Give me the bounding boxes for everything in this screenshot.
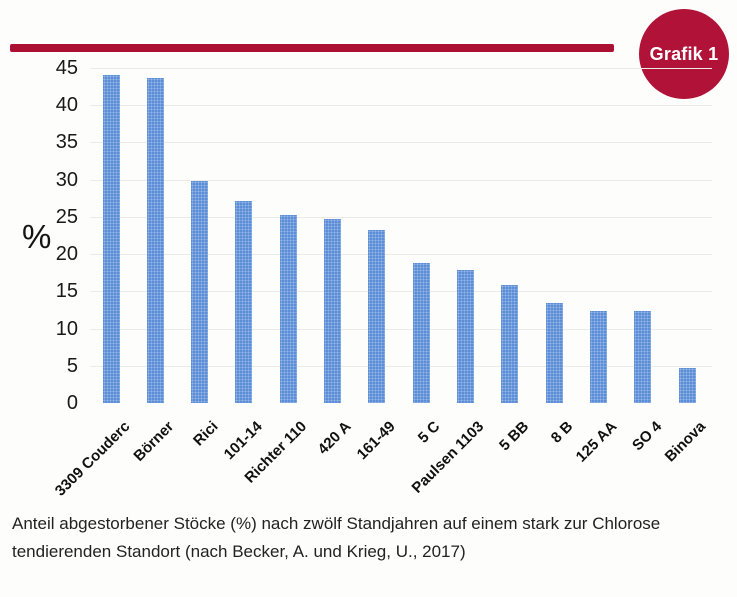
bar (634, 311, 652, 403)
bar (545, 303, 563, 403)
y-tick-label: 25 (55, 205, 78, 228)
y-tick-label: 40 (55, 94, 78, 117)
y-tick-label: 15 (55, 280, 78, 303)
gridline (90, 105, 712, 107)
y-tick-label: 10 (55, 317, 78, 340)
gridline (90, 254, 712, 256)
top-rule-decoration (10, 44, 614, 52)
x-category-label: 161-49 (353, 418, 400, 464)
grafik-badge: Grafik 1 (639, 9, 729, 99)
y-tick-label: 30 (55, 168, 78, 191)
bar (324, 219, 342, 403)
grafik-badge-label: Grafik 1 (649, 43, 719, 64)
x-category-label: 8 B (547, 418, 577, 447)
bar (102, 75, 120, 403)
x-category-label: 5 BB (495, 418, 533, 455)
y-tick-label: 45 (55, 57, 78, 80)
y-tick-label: 35 (55, 131, 78, 154)
x-category-label: 420 A (314, 418, 355, 458)
bar (191, 181, 209, 403)
bar (412, 263, 430, 403)
y-tick-label: 0 (66, 392, 78, 414)
gridline (90, 291, 712, 293)
bar (457, 269, 475, 403)
gridline (90, 68, 712, 70)
bar (235, 200, 253, 403)
gridline (90, 142, 712, 144)
bar (590, 310, 608, 403)
x-category-label: Rici (190, 418, 222, 450)
y-tick-label: 20 (55, 243, 78, 266)
gridline (90, 216, 712, 218)
bar (279, 214, 297, 403)
bar (501, 285, 519, 403)
bar (368, 230, 386, 403)
x-category-label: Binova (661, 418, 710, 466)
x-category-label: Börner (130, 418, 178, 465)
gridline (90, 365, 712, 367)
bar (146, 78, 164, 403)
x-category-label: 125 AA (573, 418, 621, 466)
gridline (90, 179, 712, 181)
chart-caption: Anteil abgestorbener Stöcke (%) nach zwö… (12, 514, 661, 561)
y-tick-label: 5 (66, 354, 78, 377)
x-category-label: 3309 Couderc (51, 418, 134, 500)
y-axis-label: % (22, 218, 52, 255)
gridline (90, 328, 712, 330)
bar (678, 368, 696, 403)
x-category-label: SO 4 (628, 418, 665, 455)
x-category-label: 5 C (414, 418, 444, 447)
